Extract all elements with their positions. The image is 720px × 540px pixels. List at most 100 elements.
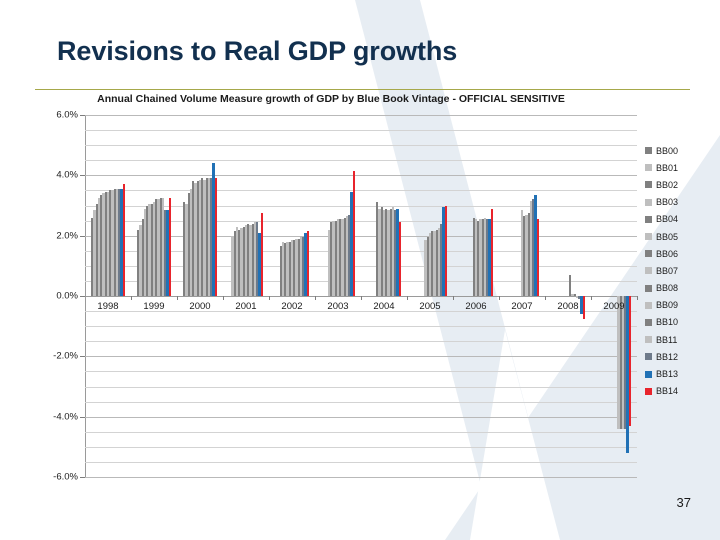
legend-swatch-icon — [645, 267, 652, 275]
legend-label: BB09 — [656, 300, 679, 311]
bar-bb10-1999 — [159, 197, 162, 296]
bar-bb13-1999 — [166, 210, 169, 296]
y-axis-tick-label: -2.0% — [53, 350, 78, 362]
x-axis-tick-label: 2007 — [511, 301, 533, 312]
legend-item-bb04[interactable]: BB04 — [645, 211, 705, 228]
legend-swatch-icon — [645, 233, 652, 241]
legend-label: BB10 — [656, 317, 679, 328]
legend-item-bb05[interactable]: BB05 — [645, 228, 705, 245]
bar-slot — [214, 115, 217, 477]
bar-bb00-2000 — [182, 202, 186, 296]
bar-bb10-2001 — [251, 223, 254, 296]
bar-slot — [242, 115, 245, 477]
legend-item-bb06[interactable]: BB06 — [645, 245, 705, 262]
legend-label: BB00 — [656, 145, 679, 156]
legend-label: BB12 — [656, 351, 679, 362]
legend-item-bb01[interactable]: BB01 — [645, 159, 705, 176]
legend-swatch-icon — [645, 353, 652, 361]
bar-bb05-1999 — [148, 203, 151, 296]
bar-bb04-1999 — [146, 205, 149, 296]
legend-item-bb13[interactable]: BB13 — [645, 365, 705, 382]
bar-slot — [350, 115, 353, 477]
bar-bb02-2000 — [187, 193, 190, 296]
bar-slot — [330, 115, 333, 477]
bar-bb09-2001 — [249, 225, 252, 296]
bar-bb08-1999 — [155, 199, 158, 296]
bar-slot — [238, 115, 241, 477]
bar-slot — [339, 115, 342, 477]
legend-swatch-icon — [645, 336, 652, 344]
bar-slot — [189, 115, 193, 477]
x-axis-tick-mark — [407, 296, 408, 300]
bar-slot — [295, 115, 298, 477]
bar-group — [182, 115, 217, 477]
bar-slot — [146, 115, 149, 477]
x-axis-tick-mark — [545, 296, 546, 300]
bar-slot — [196, 115, 199, 477]
bar-slot — [185, 115, 188, 477]
x-axis-tick-label: 2006 — [465, 301, 487, 312]
bar-bb11-2001 — [253, 222, 257, 296]
bar-bb08-1998 — [109, 190, 112, 296]
bar-slot — [256, 115, 259, 477]
bar-bb06-1999 — [150, 203, 153, 296]
bar-bb09-2000 — [203, 179, 206, 296]
plot-area: 1998 1999 2000 2001 2002 2003 2004 2005 2006 2007… — [53, 110, 638, 483]
bar-group — [413, 115, 447, 477]
legend-item-bb11[interactable]: BB11 — [645, 331, 705, 348]
legend-item-bb07[interactable]: BB07 — [645, 262, 705, 279]
legend-item-bb03[interactable]: BB03 — [645, 194, 705, 211]
bar-group — [90, 115, 125, 477]
legend-item-bb09[interactable]: BB09 — [645, 297, 705, 314]
bar-slot — [111, 115, 114, 477]
bar-bb03-2003 — [327, 229, 331, 296]
x-axis-tick-mark — [177, 296, 178, 300]
bar-bb12-1999 — [164, 210, 167, 296]
legend-item-bb14[interactable]: BB14 — [645, 383, 705, 400]
bar-slot — [159, 115, 162, 477]
bar-bb11-1999 — [161, 197, 165, 296]
bar-bb13-2002 — [304, 232, 307, 296]
legend-label: BB14 — [656, 386, 679, 397]
bar-bb03-1998 — [97, 197, 101, 296]
bar-slot — [444, 115, 447, 477]
bar-bb14-2004 — [398, 222, 401, 296]
x-axis-tick-label: 1999 — [143, 301, 165, 312]
bar-slot — [398, 115, 401, 477]
bar-slot — [95, 115, 98, 477]
legend-swatch-icon — [645, 318, 652, 326]
bar-bb11-2002 — [299, 237, 303, 296]
y-axis-tick-label: -4.0% — [53, 411, 78, 423]
bar-bb11-1998 — [115, 188, 119, 296]
legend-swatch-icon — [645, 181, 652, 189]
legend-item-bb02[interactable]: BB02 — [645, 176, 705, 193]
bar-slot — [143, 115, 147, 477]
legend-swatch-icon — [645, 370, 652, 378]
y-axis-tick-mark — [80, 115, 85, 116]
bar-bb05-2000 — [194, 182, 197, 296]
bar-slot — [293, 115, 296, 477]
bar-bb07-1998 — [106, 191, 110, 296]
bar-slot — [247, 115, 250, 477]
legend-item-bb12[interactable]: BB12 — [645, 348, 705, 365]
x-axis-tick-mark — [269, 296, 270, 300]
legend-swatch-icon — [645, 301, 652, 309]
legend-item-bb00[interactable]: BB00 — [645, 142, 705, 159]
legend-item-bb08[interactable]: BB08 — [645, 280, 705, 297]
bar-bb14-2008 — [582, 296, 585, 319]
bar-slot — [352, 115, 355, 477]
bar-bb00-1998 — [90, 217, 94, 296]
bar-slot — [115, 115, 119, 477]
bar-bb07-1999 — [152, 202, 156, 296]
legend-label: BB02 — [656, 179, 679, 190]
legend-item-bb10[interactable]: BB10 — [645, 314, 705, 331]
x-axis-tick-label: 1998 — [97, 301, 119, 312]
bar-slot — [253, 115, 257, 477]
bar-bb05-2001 — [240, 228, 243, 296]
bar-slot — [345, 115, 349, 477]
bar-group — [367, 115, 401, 477]
x-axis-tick-mark — [499, 296, 500, 300]
legend-label: BB13 — [656, 369, 679, 380]
x-axis-tick-label: 2001 — [235, 301, 257, 312]
bar-bb06-2003 — [334, 220, 337, 296]
